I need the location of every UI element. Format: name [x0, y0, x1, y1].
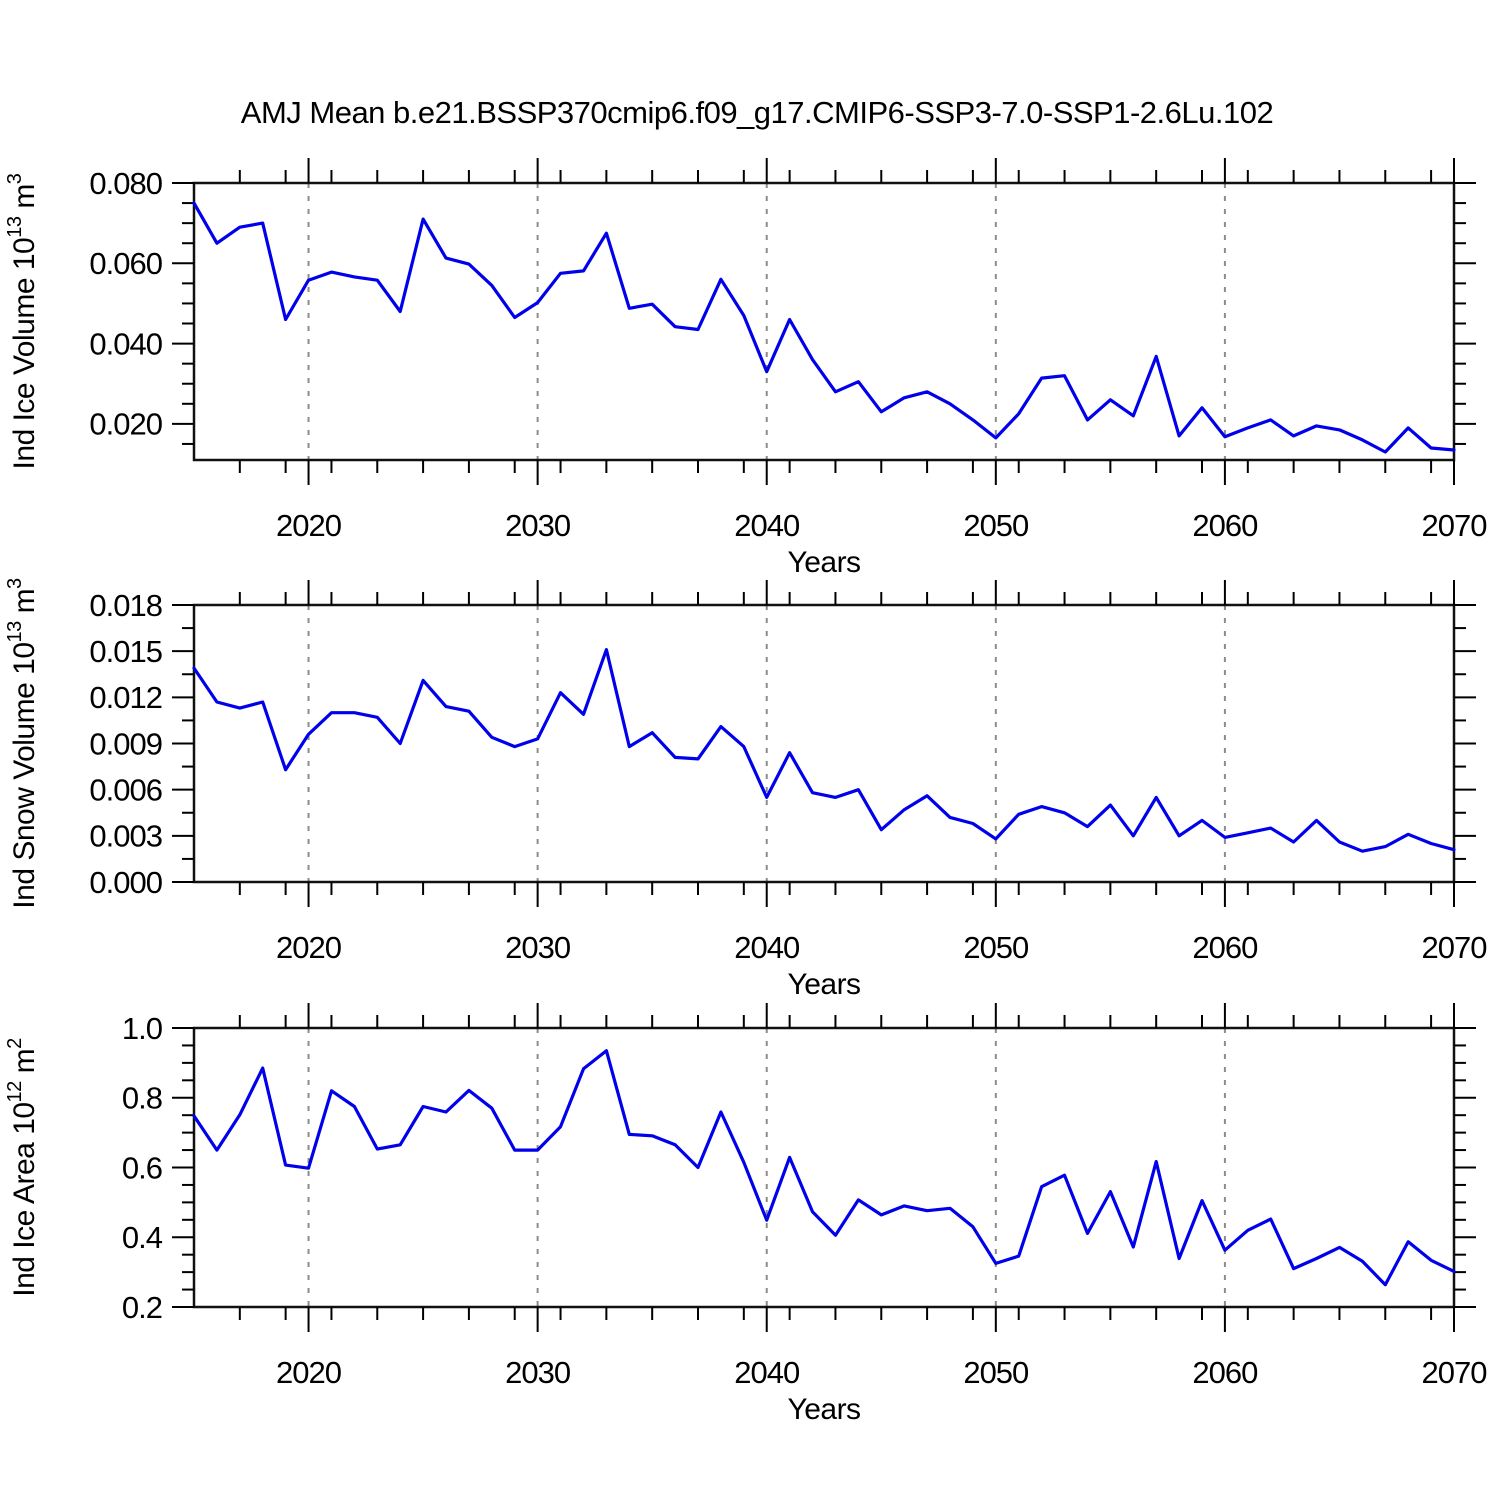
x-axis-title: Years [787, 968, 860, 1001]
ticks [172, 580, 1476, 907]
panel-ind-ice-volume: 0.020 0.040 0.060 0.080 2020 2030 2040 2050 2060… [4, 158, 1488, 579]
x-axis-title: Years [787, 1393, 860, 1426]
plot-frame [192, 1026, 1456, 1309]
x-tick-label: 2060 [1192, 1355, 1258, 1390]
x-tick-label: 2060 [1192, 930, 1258, 965]
panels-group: 0.020 0.040 0.060 0.080 2020 2030 2040 2050 2060… [4, 158, 1488, 1426]
ticks [172, 1003, 1476, 1332]
y-tick-label: 0.2 [122, 1290, 162, 1325]
y-axis-title: Ind Snow Volume 1013 m3 [4, 578, 41, 909]
y-tick-label: 0.020 [89, 407, 162, 442]
x-tick-label: 2070 [1422, 508, 1488, 543]
y-tick-label: 0.006 [89, 773, 162, 808]
ticks [172, 158, 1476, 485]
y-tick-label: 0.6 [122, 1150, 162, 1185]
x-tick-label: 2020 [276, 930, 342, 965]
x-tick-label: 2050 [963, 508, 1029, 543]
y-axis-title: Ind Ice Volume 1013 m3 [4, 173, 41, 469]
y-tick-label: 0.003 [89, 819, 162, 854]
x-axis-title: Years [787, 546, 860, 579]
x-tick-label: 2030 [505, 1355, 571, 1390]
panel-ind-ice-area: 0.2 0.4 0.6 0.8 1.0 2020 2030 2040 2050 2060 2070 Y… [4, 1003, 1488, 1426]
x-tick-label: 2040 [734, 930, 800, 965]
x-tick-label: 2030 [505, 930, 571, 965]
x-tick-label: 2060 [1192, 508, 1258, 543]
x-tick-label: 2030 [505, 508, 571, 543]
y-tick-label: 0.009 [89, 726, 162, 761]
x-tick-label: 2050 [963, 1355, 1029, 1390]
y-tick-label: 0.000 [89, 865, 162, 900]
y-tick-label: 0.4 [122, 1220, 163, 1255]
x-tick-label: 2040 [734, 508, 800, 543]
panel-ind-snow-volume: 0.000 0.003 0.006 0.009 0.012 0.015 0.018 2020 2… [4, 578, 1488, 1001]
y-tick-label: 0.015 [89, 634, 162, 669]
ind-ice-volume-series-line [192, 201, 1456, 454]
x-tick-label: 2040 [734, 1355, 800, 1390]
x-tick-label: 2070 [1422, 930, 1488, 965]
x-tick-label: 2070 [1422, 1355, 1488, 1390]
plot-frame [192, 181, 1456, 462]
y-tick-label: 0.040 [89, 326, 162, 361]
y-tick-label: 0.012 [89, 680, 162, 715]
ind-snow-volume-series-line [192, 647, 1456, 853]
y-tick-label: 1.0 [122, 1011, 163, 1046]
chart-title: AMJ Mean b.e21.BSSP370cmip6.f09_g17.CMIP… [241, 95, 1273, 130]
ind-ice-area-series-line [192, 1049, 1456, 1287]
y-axis-title: Ind Ice Area 1012 m2 [4, 1038, 41, 1297]
y-tick-label: 0.8 [122, 1081, 162, 1116]
y-tick-label: 0.018 [89, 588, 162, 623]
y-tick-label: 0.060 [89, 246, 162, 281]
y-tick-label: 0.080 [89, 166, 162, 201]
x-tick-label: 2020 [276, 508, 342, 543]
x-tick-label: 2020 [276, 1355, 342, 1390]
x-tick-label: 2050 [963, 930, 1029, 965]
plot-frame [192, 603, 1456, 884]
